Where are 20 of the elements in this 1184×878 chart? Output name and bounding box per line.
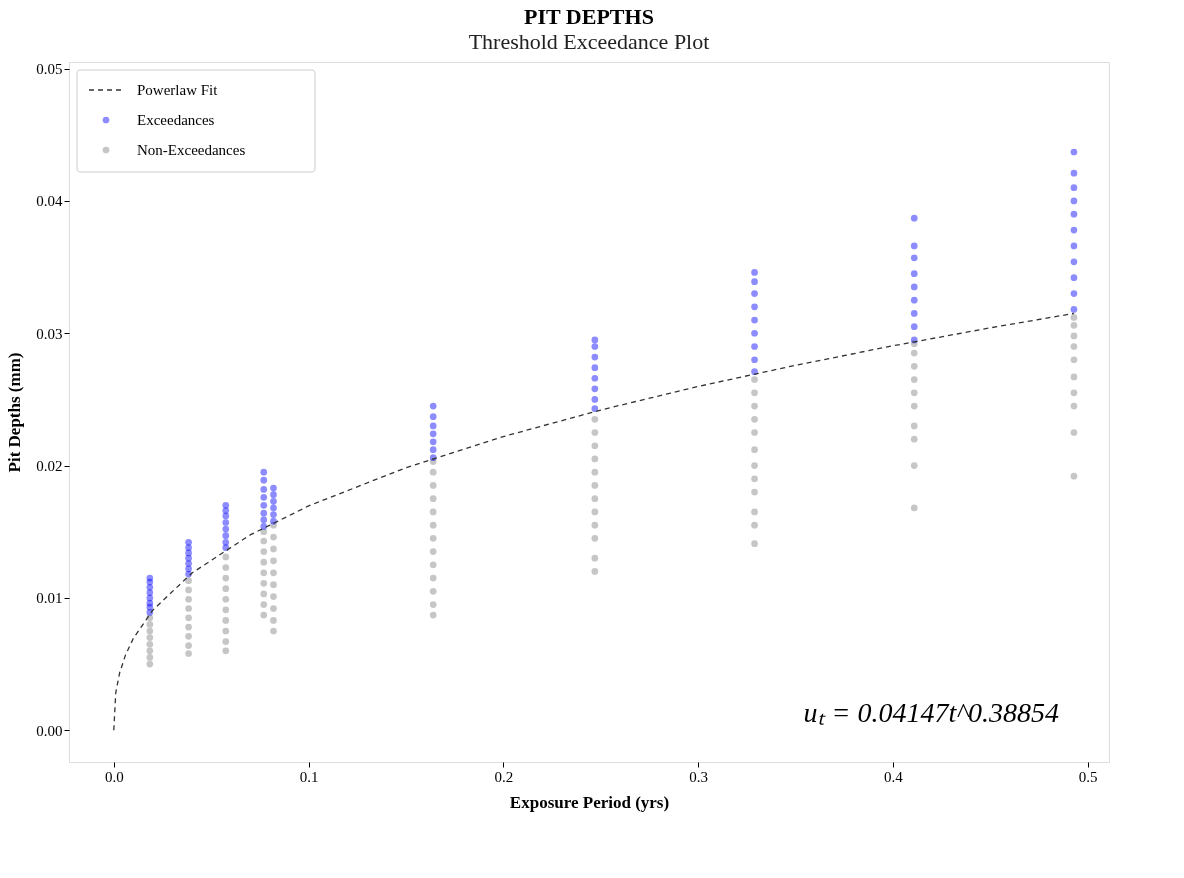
y-tick-label: 0.04 [36,193,63,210]
x-tick-label: 0.2 [494,768,514,785]
chart-title: PIT DEPTHS [524,3,654,29]
y-tick-label: 0.02 [36,458,63,475]
chart-subtitle: Threshold Exceedance Plot [468,28,710,54]
y-tick-label: 0.05 [36,61,63,78]
y-axis-title: Pit Depths (mm) [5,352,25,473]
y-tick-label: 0.00 [36,722,63,739]
x-tick-label: 0.3 [689,768,708,785]
x-tick-label: 0.4 [883,768,904,785]
y-tick-label: 0.03 [36,325,63,342]
legend-label: Non-Exceedances [137,142,246,158]
annotation: uₜ = 0.04147t^0.38854 [803,697,1059,728]
legend-label: Powerlaw Fit [137,82,219,98]
x-tick-label: 0.0 [104,768,124,785]
x-axis-title: Exposure Period (yrs) [509,792,670,812]
legend-label: Exceedances [137,112,215,128]
y-tick-label: 0.01 [36,590,63,607]
x-tick-label: 0.5 [1078,768,1098,785]
x-tick-label: 0.1 [299,768,319,785]
